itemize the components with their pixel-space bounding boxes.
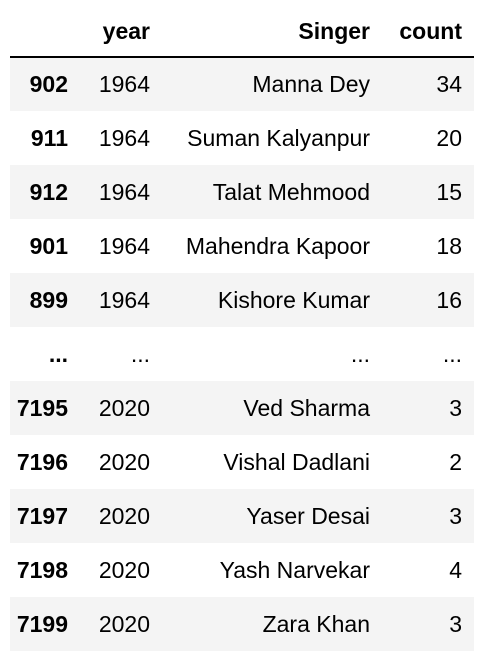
singer-cell: Kishore Kumar — [217, 286, 370, 313]
dataframe-table: year Singer count 902 1964 Manna Dey 34 … — [10, 6, 474, 651]
year-cell: 1964 — [98, 71, 150, 97]
year-cell: 1964 — [98, 286, 150, 313]
row-index: 7196 — [16, 448, 68, 475]
table-row: 912 1964 Talat Mehmood 15 — [10, 165, 474, 219]
row-index: 911 — [30, 124, 68, 151]
year-cell: 2020 — [98, 394, 150, 421]
singer-column-header: Singer — [162, 6, 382, 58]
row-index: 912 — [29, 178, 68, 205]
count-cell: 2 — [449, 448, 462, 475]
year-cell: ... — [130, 340, 150, 367]
year-cell: 2020 — [98, 502, 150, 529]
year-cell: 1964 — [98, 124, 150, 151]
year-cell: 1964 — [98, 232, 150, 259]
year-cell: 2020 — [98, 556, 150, 583]
row-index: 7195 — [16, 394, 68, 421]
year-cell: 2020 — [98, 448, 150, 475]
count-cell: ... — [442, 340, 462, 367]
singer-cell: Mahendra Kapoor — [185, 232, 370, 259]
ellipsis-row: ... ... ... ... — [10, 327, 474, 381]
count-cell: 3 — [449, 502, 462, 529]
table-header: year Singer count — [10, 6, 474, 58]
singer-cell: ... — [350, 340, 370, 367]
singer-cell: Ved Sharma — [243, 394, 370, 421]
table-row: 7195 2020 Ved Sharma 3 — [10, 381, 474, 435]
singer-cell: Yash Narvekar — [219, 556, 370, 583]
row-index: 7198 — [16, 556, 68, 583]
row-index: 7199 — [16, 610, 68, 637]
singer-cell: Talat Mehmood — [212, 178, 370, 205]
count-column-header: count — [382, 6, 474, 58]
table-row: 901 1964 Mahendra Kapoor 18 — [10, 219, 474, 273]
singer-cell: Yaser Desai — [246, 502, 370, 529]
count-cell: 4 — [449, 556, 462, 583]
year-cell: 1964 — [98, 178, 150, 205]
table-row: 7196 2020 Vishal Dadlani 2 — [10, 435, 474, 489]
row-index: 899 — [29, 286, 68, 313]
index-column-header — [10, 6, 80, 58]
singer-cell: Zara Khan — [262, 610, 370, 637]
table-row: 7197 2020 Yaser Desai 3 — [10, 489, 474, 543]
year-cell: 2020 — [98, 610, 150, 637]
row-index: 7197 — [16, 502, 68, 529]
count-cell: 18 — [436, 232, 462, 259]
table-row: 7199 2020 Zara Khan 3 — [10, 597, 474, 651]
table-row: 7198 2020 Yash Narvekar 4 — [10, 543, 474, 597]
table-row: 911 1964 Suman Kalyanpur 20 — [10, 111, 474, 165]
row-index: 901 — [29, 232, 68, 259]
table-body: 902 1964 Manna Dey 34 911 1964 Suman Kal… — [10, 57, 474, 651]
count-cell: 34 — [436, 71, 462, 97]
row-index: ... — [48, 340, 68, 367]
singer-cell: Vishal Dadlani — [223, 448, 370, 475]
count-cell: 3 — [449, 394, 462, 421]
count-cell: 3 — [449, 610, 462, 637]
count-cell: 20 — [436, 124, 462, 151]
count-cell: 16 — [436, 286, 462, 313]
table-row: 902 1964 Manna Dey 34 — [10, 57, 474, 111]
table-row: 899 1964 Kishore Kumar 16 — [10, 273, 474, 327]
singer-cell: Manna Dey — [252, 71, 370, 97]
header-row: year Singer count — [10, 6, 474, 58]
row-index: 902 — [29, 71, 68, 97]
year-column-header: year — [80, 6, 162, 58]
singer-cell: Suman Kalyanpur — [187, 124, 370, 151]
count-cell: 15 — [436, 178, 462, 205]
